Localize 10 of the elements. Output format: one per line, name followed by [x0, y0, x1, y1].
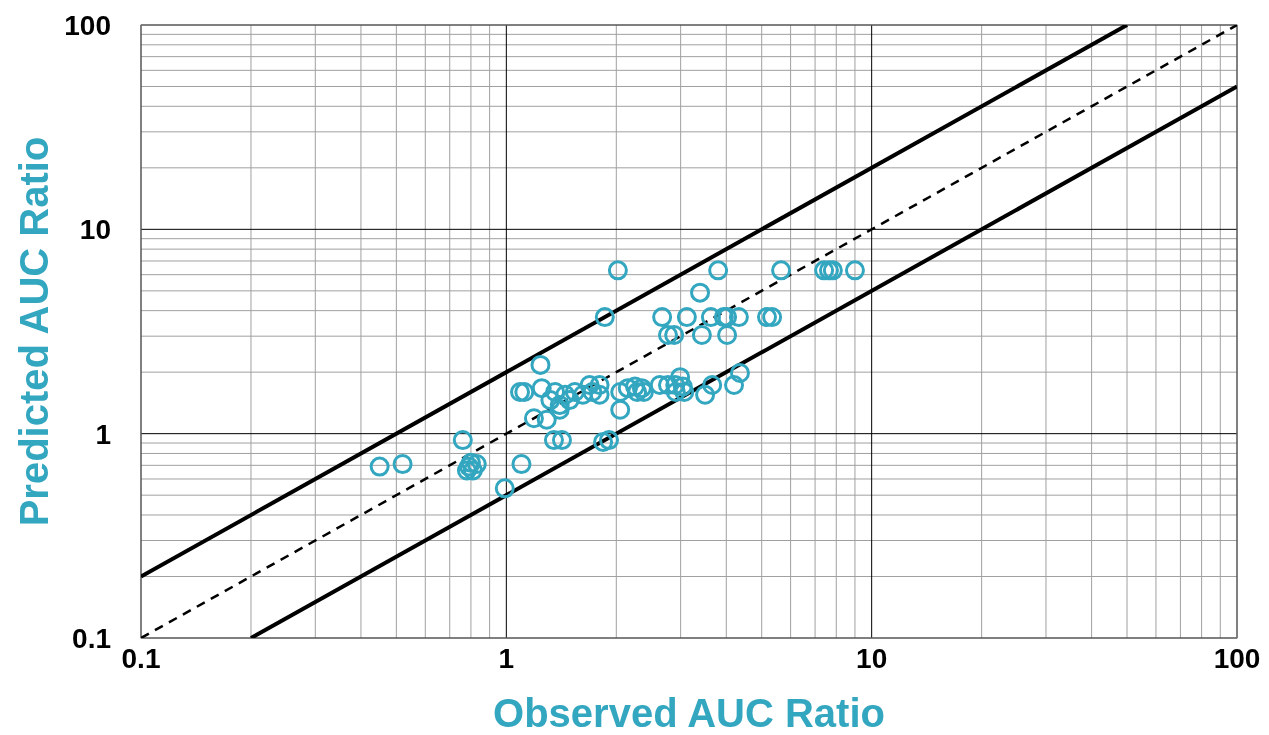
y-tick-label: 100 [64, 10, 111, 41]
y-axis-title: Predicted AUC Ratio [12, 136, 56, 527]
y-tick-label: 0.1 [72, 623, 111, 654]
x-tick-label: 100 [1213, 643, 1261, 674]
y-tick-label: 1 [95, 418, 111, 450]
x-tick-label: 0.1 [121, 643, 161, 674]
x-tick-label: 1 [498, 643, 515, 674]
x-axis-title: Observed AUC Ratio [493, 691, 885, 735]
x-tick-label: 10 [856, 643, 888, 674]
y-tick-label: 10 [79, 214, 111, 246]
